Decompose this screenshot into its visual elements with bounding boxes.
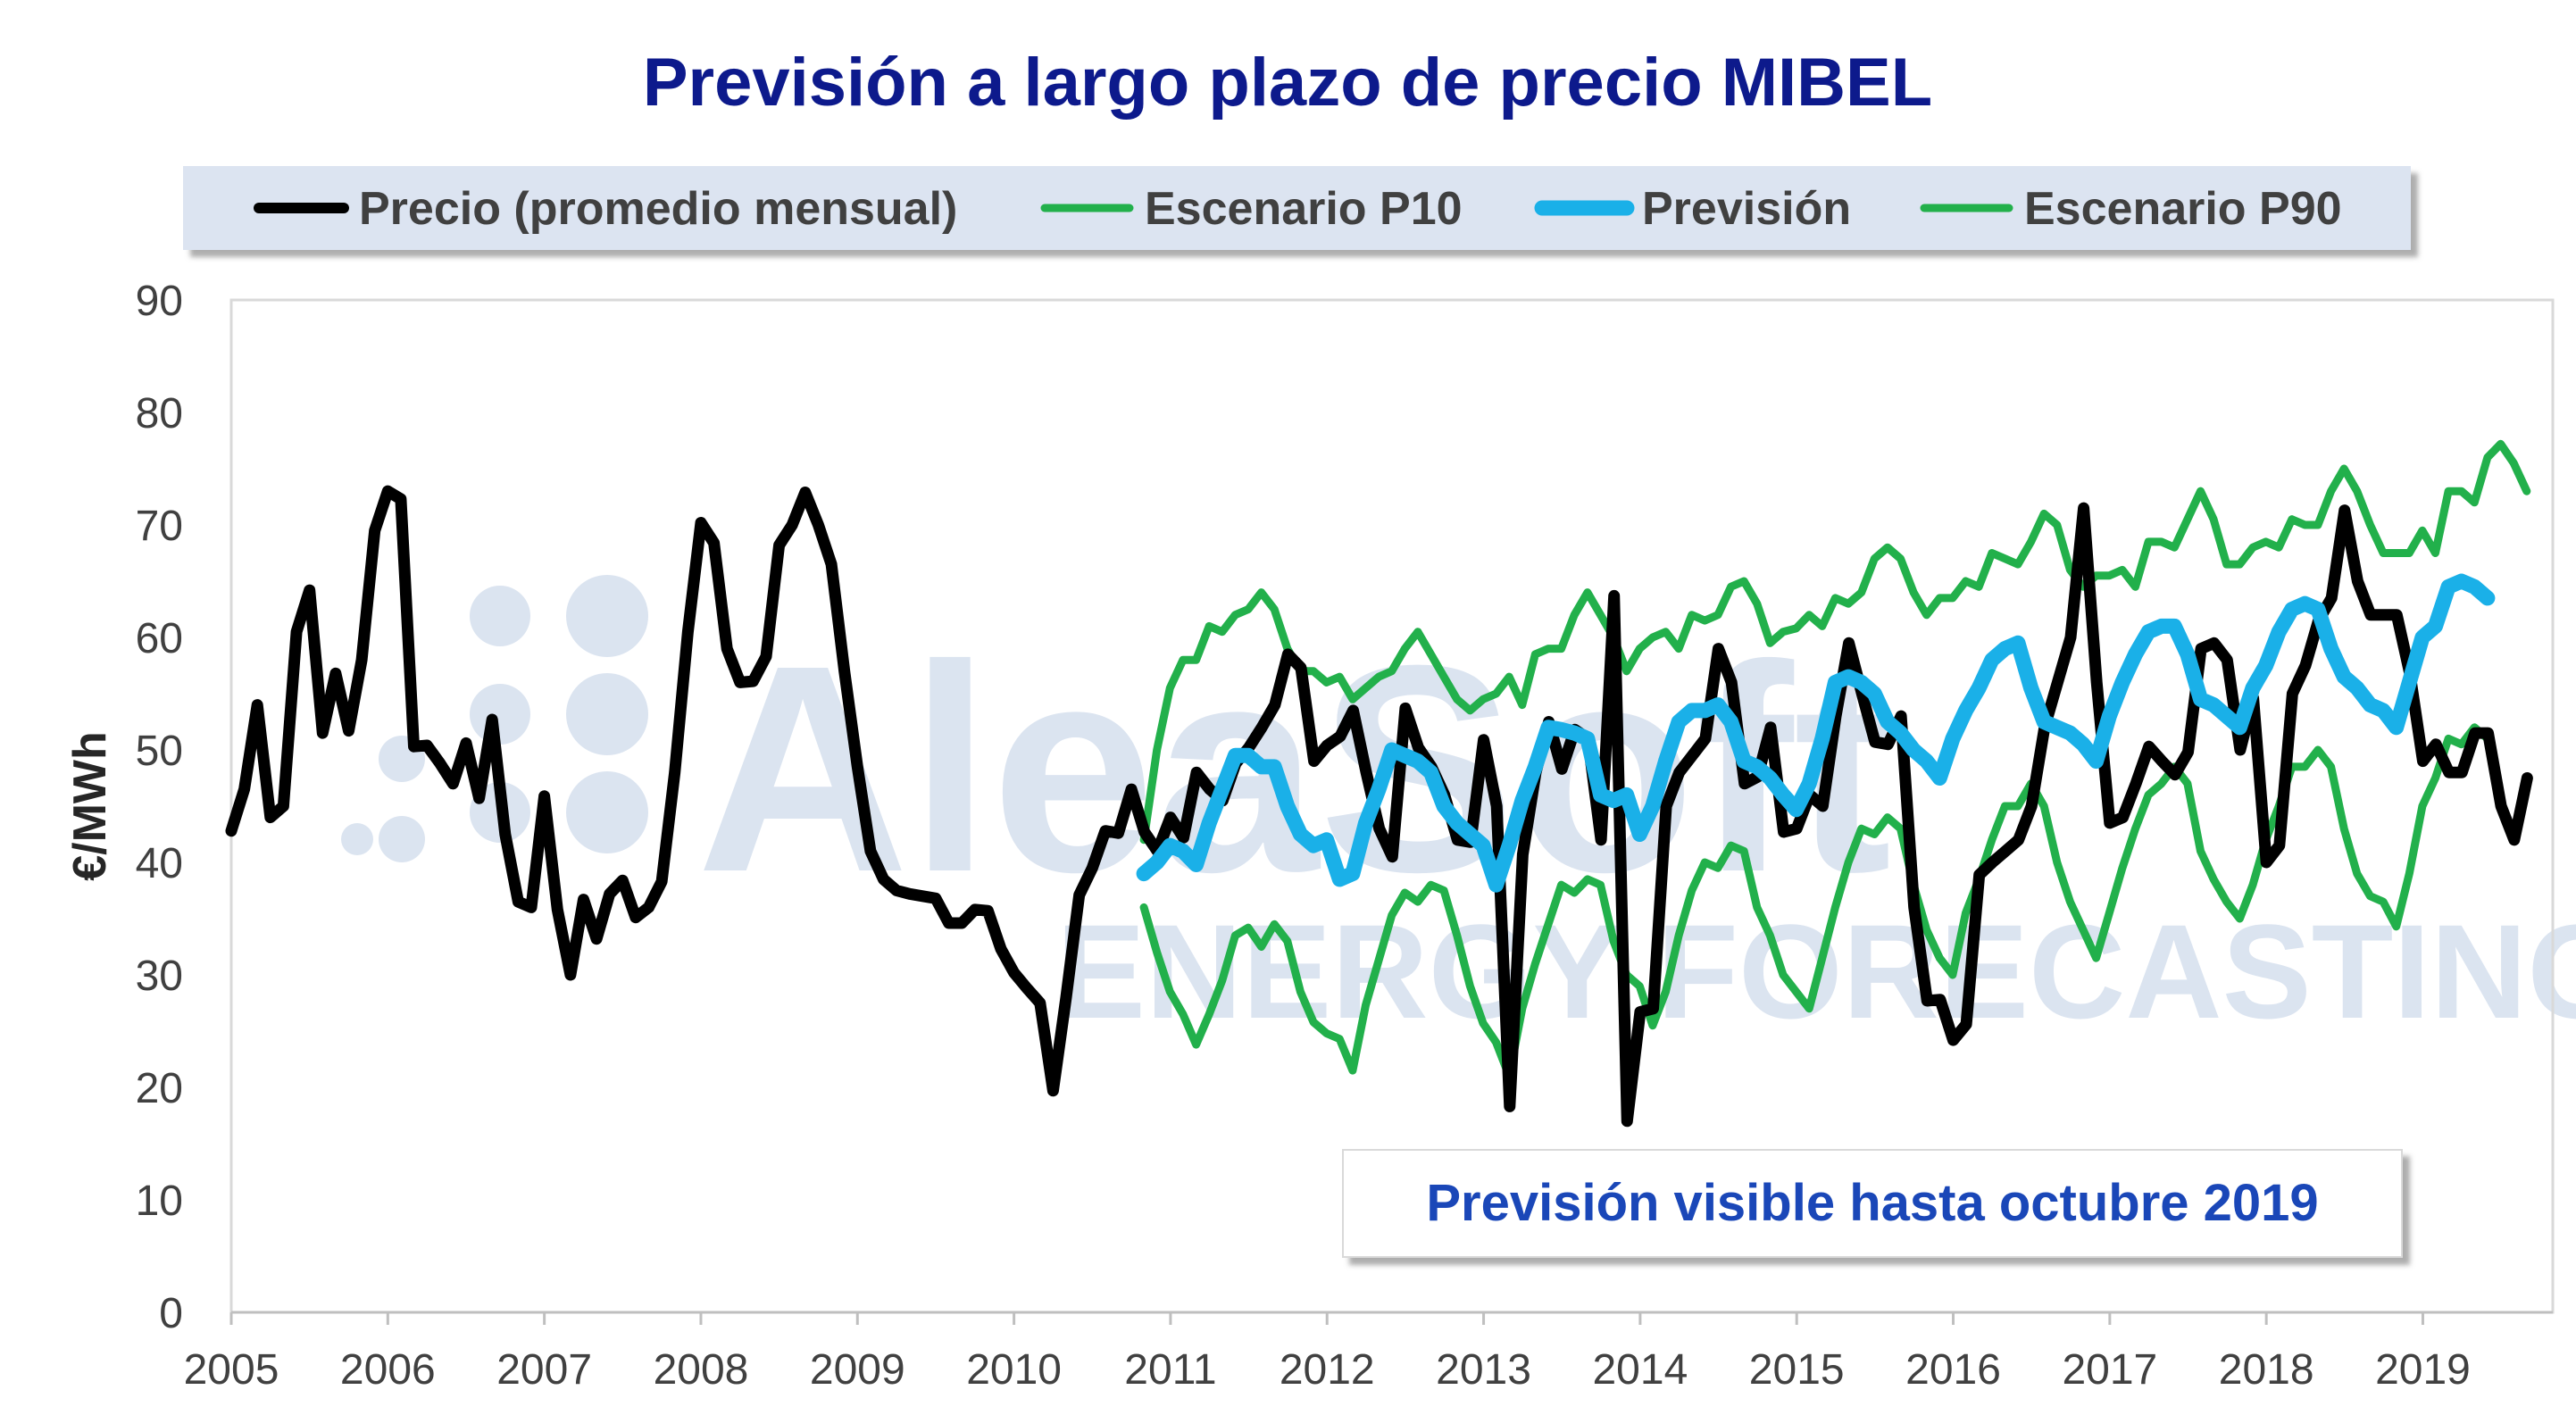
x-axis: 2005 2006 2007 2008 2009 2010 2011 2012 2013 2014… bbox=[184, 1311, 2553, 1394]
series-line-precio-promedio-mensual bbox=[225, 485, 2533, 1128]
plot-area: 0 10 20 30 40 50 60 70 80 90 2005 2006 2007 2008 2009… bbox=[136, 278, 2555, 1394]
annotation-box bbox=[1342, 1149, 2403, 1258]
watermark-dot bbox=[379, 816, 425, 862]
legend-label: Escenario P10 bbox=[1145, 183, 1463, 235]
x-tick-label: 2008 bbox=[654, 1346, 749, 1394]
x-tick-label: 2009 bbox=[810, 1346, 905, 1394]
series-line-escenario-p90 bbox=[1139, 439, 2531, 845]
x-tick-label: 2012 bbox=[1280, 1346, 1375, 1394]
y-tick-label: 90 bbox=[136, 278, 183, 325]
y-tick-label: 0 bbox=[159, 1290, 183, 1337]
y-tick-label: 20 bbox=[136, 1065, 183, 1112]
legend: Precio (promedio mensual) Escenario P10 Pr… bbox=[183, 166, 2411, 250]
x-tick-label: 2011 bbox=[1124, 1346, 1216, 1394]
y-tick-label: 30 bbox=[136, 953, 183, 1000]
x-tick-label: 2018 bbox=[2219, 1346, 2314, 1394]
x-tick-label: 2006 bbox=[340, 1346, 436, 1394]
legend-label: Precio (promedio mensual) bbox=[359, 183, 957, 235]
x-tick-label: 2019 bbox=[2375, 1346, 2471, 1394]
x-tick-label: 2007 bbox=[496, 1346, 592, 1394]
series-layer bbox=[225, 439, 2533, 1128]
y-axis: 0 10 20 30 40 50 60 70 80 90 bbox=[136, 278, 183, 1337]
x-tick-label: 2013 bbox=[1436, 1346, 1531, 1394]
y-tick-label: 80 bbox=[136, 390, 183, 437]
legend-label: Previsión bbox=[1642, 183, 1851, 235]
x-tick-label: 2015 bbox=[1749, 1346, 1845, 1394]
x-tick-label: 2016 bbox=[1905, 1346, 2001, 1394]
y-tick-label: 40 bbox=[136, 840, 183, 887]
annotation: Previsión visible hasta octubre 2019 bbox=[1342, 1149, 2403, 1258]
chart-title: Previsión a largo plazo de precio MIBEL bbox=[643, 45, 1932, 121]
watermark-dot bbox=[566, 673, 648, 755]
y-tick-label: 60 bbox=[136, 615, 183, 662]
watermark-dot bbox=[470, 586, 530, 646]
x-tick-label: 2017 bbox=[2062, 1346, 2157, 1394]
y-axis-label: €/MWh bbox=[64, 731, 116, 881]
watermark-dot bbox=[566, 771, 648, 853]
y-tick-label: 10 bbox=[136, 1178, 183, 1225]
x-tick-label: 2005 bbox=[184, 1346, 279, 1394]
series-line-previsi-n bbox=[1136, 573, 2496, 893]
watermark-dot bbox=[470, 684, 530, 745]
legend-label: Escenario P90 bbox=[2024, 183, 2342, 235]
watermark-dot bbox=[341, 823, 373, 855]
annotation-text: Previsión visible hasta octubre 2019 bbox=[1426, 1174, 2318, 1232]
y-tick-label: 50 bbox=[136, 728, 183, 775]
watermark-dot bbox=[566, 575, 648, 657]
x-tick-label: 2014 bbox=[1592, 1346, 1688, 1394]
legend-background bbox=[183, 166, 2411, 250]
x-tick-label: 2010 bbox=[966, 1346, 1062, 1394]
y-tick-label: 70 bbox=[136, 503, 183, 550]
